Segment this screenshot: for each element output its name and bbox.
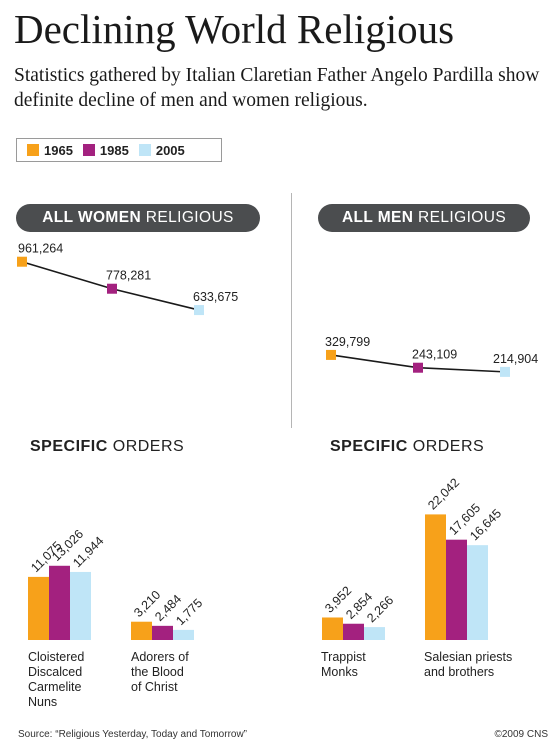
subtitle: Statistics gathered by Italian Claretian… <box>14 65 540 111</box>
category-line: Nuns <box>28 695 58 709</box>
category-label-adorers: Adorers of the Blood of Christ <box>131 650 189 695</box>
women-specific-rest: ORDERS <box>107 438 185 455</box>
men-order-bar-label-1-1965: 22,042 <box>425 476 462 513</box>
legend-swatch-1985 <box>82 144 95 156</box>
category-line: the Blood <box>131 665 184 679</box>
page-title: Declining World Religious <box>14 6 455 52</box>
women-order-bar-0-2005 <box>70 571 91 640</box>
men-order-bar-0-1965 <box>322 617 343 640</box>
category-line: Adorers of <box>131 650 189 664</box>
category-line: Trappist <box>321 650 366 664</box>
category-label-trappist: Trappist Monks <box>321 650 366 680</box>
category-line: of Christ <box>131 680 178 694</box>
men-header-bold: ALL MEN <box>341 209 414 226</box>
women-header-rest: RELIGIOUS <box>141 209 234 226</box>
men-total-marker-2005 <box>500 366 510 377</box>
women-panel-header: ALL WOMEN RELIGIOUS <box>16 204 260 232</box>
men-specific-orders-heading: SPECIFIC ORDERS <box>330 438 484 456</box>
category-line: Salesian priests <box>424 650 513 664</box>
source-note: Source: “Religious Yesterday, Today and … <box>18 729 248 740</box>
women-order-bar-0-1965 <box>28 576 49 640</box>
legend-swatch-1965 <box>27 144 39 156</box>
category-line: Cloistered <box>28 650 85 664</box>
women-order-bar-1-1985 <box>152 625 173 640</box>
women-total-value-label-1965: 961,264 <box>18 242 63 256</box>
panel-divider <box>291 193 292 428</box>
women-specific-orders-heading: SPECIFIC ORDERS <box>30 438 184 456</box>
category-line: Monks <box>321 665 358 679</box>
legend-label-1965: 1965 <box>44 142 73 158</box>
category-label-salesian: Salesian priests and brothers <box>424 650 512 680</box>
women-specific-bold: SPECIFIC <box>30 438 108 455</box>
legend-item-1965: 1965 <box>27 143 73 158</box>
legend-label-2005: 2005 <box>155 142 185 158</box>
men-specific-rest: ORDERS <box>407 438 485 455</box>
legend: 1965 1985 2005 <box>16 138 222 162</box>
men-total-value-label-2005: 214,904 <box>493 352 538 366</box>
women-total-marker-1965 <box>17 256 27 267</box>
women-header-bold: ALL WOMEN <box>42 209 142 226</box>
category-label-carmelite: Cloistered Discalced Carmelite Nuns <box>28 650 84 710</box>
legend-item-1985: 1985 <box>82 142 129 158</box>
legend-swatch-2005 <box>138 144 151 156</box>
men-panel-header: ALL MEN RELIGIOUS <box>318 204 530 232</box>
category-line: and brothers <box>424 665 495 679</box>
women-total-value-label-2005: 633,675 <box>193 290 238 304</box>
legend-label-1985: 1985 <box>99 142 129 158</box>
credit-note: ©2009 CNS <box>494 729 548 740</box>
men-order-bar-0-1985 <box>343 623 364 640</box>
women-total-value-label-1985: 778,281 <box>106 269 151 283</box>
men-order-bar-1-2005 <box>467 545 488 640</box>
men-order-bar-1-1965 <box>425 514 446 640</box>
men-order-bar-1-1985 <box>446 539 467 640</box>
men-total-value-label-1985: 243,109 <box>412 348 457 362</box>
category-line: Carmelite <box>28 680 82 694</box>
men-order-bar-0-2005 <box>364 627 385 640</box>
men-total-value-label-1965: 329,799 <box>325 335 370 349</box>
women-order-bar-1-1965 <box>131 621 152 640</box>
women-order-bar-1-2005 <box>173 629 194 640</box>
men-header-rest: RELIGIOUS <box>413 209 507 226</box>
men-total-marker-1985 <box>413 362 423 373</box>
women-total-marker-2005 <box>194 305 204 316</box>
women-order-bar-0-1985 <box>49 565 70 640</box>
men-total-marker-1965 <box>326 349 336 360</box>
category-line: Discalced <box>28 665 83 679</box>
women-total-marker-1985 <box>107 283 117 294</box>
men-specific-bold: SPECIFIC <box>330 438 408 455</box>
legend-item-2005: 2005 <box>138 142 185 158</box>
